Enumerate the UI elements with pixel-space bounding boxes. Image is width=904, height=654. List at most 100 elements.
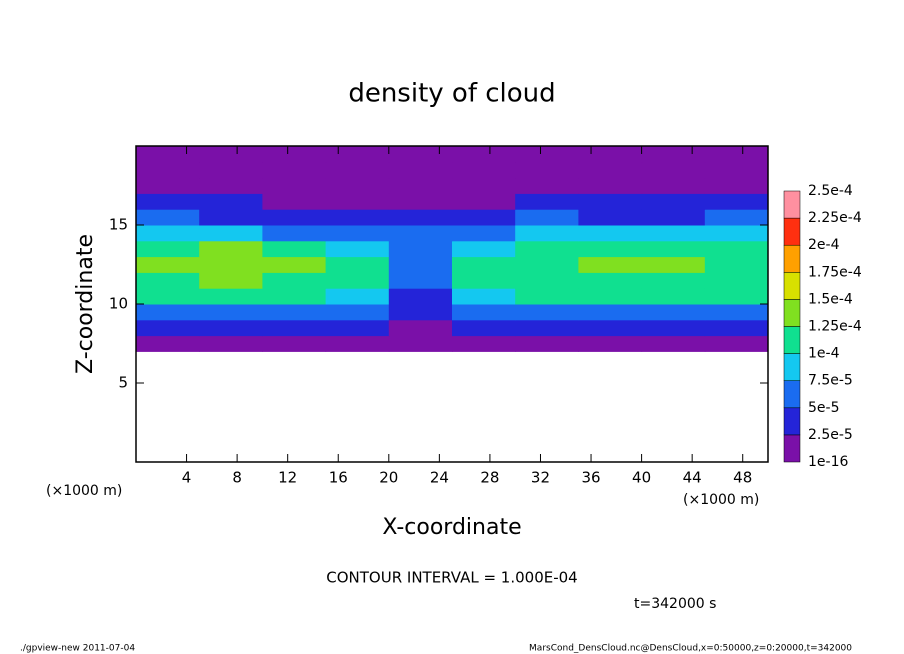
colorbar-label: 1e-4 [808,346,840,362]
cell [452,335,516,352]
footer: MarsCond_DensCloud.nc@DensCloud,x=0:5000… [529,644,852,654]
colorbar-swatch [783,299,801,327]
colorbar-label: 2.25e-4 [808,210,862,226]
colorbar-label: 2e-4 [808,237,840,253]
cell [641,161,706,179]
cell [325,304,390,321]
cell [136,177,200,194]
cell [199,209,263,226]
cell [262,319,327,337]
cell [136,256,200,273]
cell [704,240,769,258]
cell [199,146,263,163]
cell [452,177,516,194]
cell [452,288,516,305]
cell [578,335,643,352]
x-tick-label: 12 [278,469,297,487]
cell [262,304,327,321]
cell [578,240,643,258]
cell [325,272,390,289]
cell [515,177,579,194]
cell [578,272,643,289]
cell [262,335,327,352]
colorbar-swatch [783,353,801,381]
cell [452,146,516,163]
y-tick-label: 15 [109,216,128,234]
colorbar-swatch [783,244,801,273]
x-tick-label: 36 [581,469,600,487]
cell [641,193,706,210]
cell [578,256,643,273]
cell [325,146,390,163]
x-tick-label: 44 [683,469,702,487]
cell [704,288,769,305]
cell [388,161,453,179]
colorbar-swatch [783,190,801,219]
cell [199,177,263,194]
cell [136,240,200,258]
chart-title: density of cloud [348,79,555,109]
cell [262,161,327,179]
cell [452,193,516,210]
cell [641,209,706,226]
cell [704,256,769,273]
cell [199,319,263,337]
cell [388,209,453,226]
contour-note: CONTOUR INTERVAL = 1.000E-04 [326,569,577,587]
cell [388,272,453,289]
colorbar-label: 2.5e-5 [808,427,853,443]
cell [704,146,769,163]
cell [578,319,643,337]
cell [262,225,327,242]
cell [136,193,200,210]
cell [388,225,453,242]
cell [136,161,200,179]
cell [199,256,263,273]
cell [704,161,769,179]
cell [388,193,453,210]
cell [704,193,769,210]
cell [136,146,200,163]
cell [136,209,200,226]
cell [578,288,643,305]
y-tick-label: 5 [118,374,128,392]
cell [262,288,327,305]
x-tick-label: 4 [182,469,192,487]
colorbar-label: 1.75e-4 [808,264,862,280]
y-tick-label: 10 [109,295,128,313]
cell [452,161,516,179]
cell [578,161,643,179]
colorbar-swatch [783,272,801,300]
cell [325,161,390,179]
cell [515,256,579,273]
cell [325,319,390,337]
cell [388,304,453,321]
cell [388,288,453,305]
cell [452,256,516,273]
cell [515,209,579,226]
cell [388,146,453,163]
cell [515,225,579,242]
cell [262,177,327,194]
cell [136,319,200,337]
time-note: t=342000 s [634,596,716,612]
cell [452,304,516,321]
cell [515,304,579,321]
cell [641,225,706,242]
cell [641,272,706,289]
y-axis-label: Z-coordinate [73,234,98,374]
x-unit: (×1000 m) [46,483,122,499]
cell [578,177,643,194]
cell [199,193,263,210]
cell [388,335,453,352]
cell [704,319,769,337]
cell [199,161,263,179]
cell [578,209,643,226]
cell [199,240,263,258]
colorbar-swatch [783,380,801,409]
cell [704,209,769,226]
cell [641,335,706,352]
cell [325,225,390,242]
cell [388,256,453,273]
